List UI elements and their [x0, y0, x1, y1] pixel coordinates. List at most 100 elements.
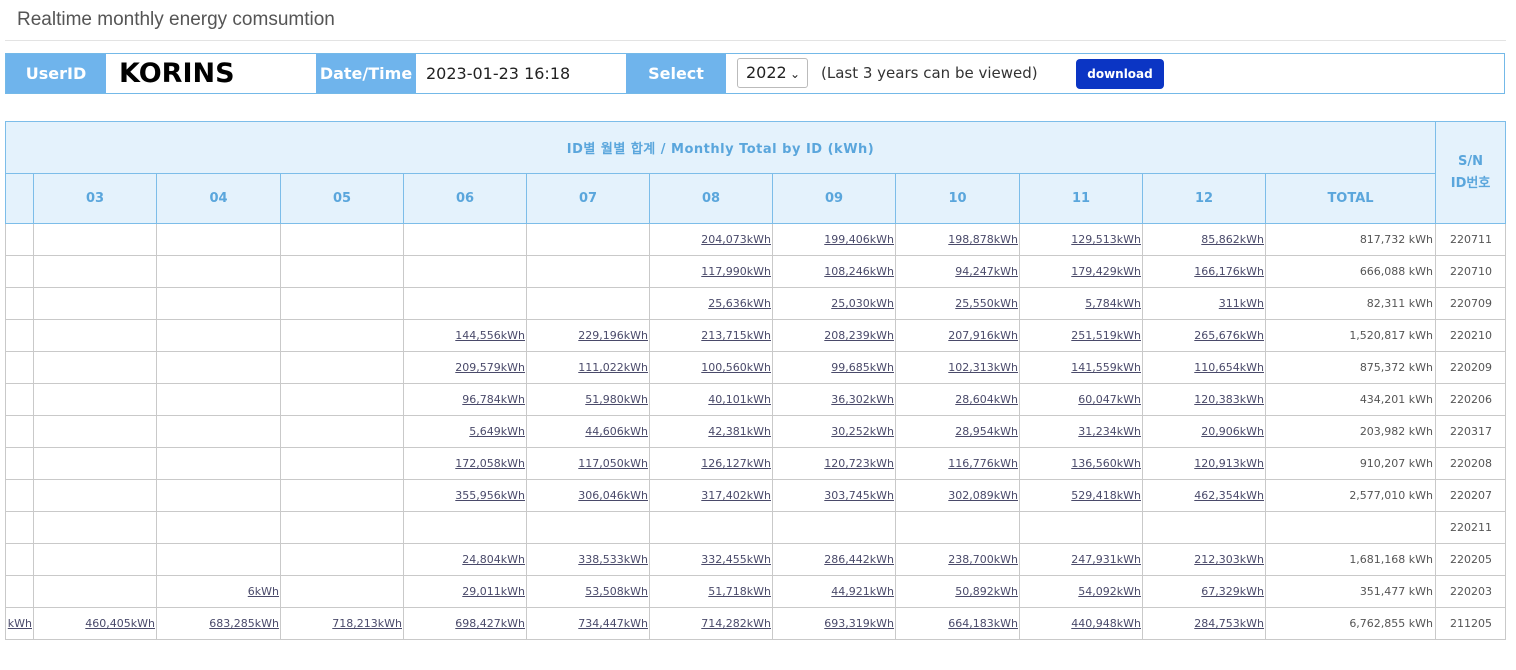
month-cell[interactable]: 306,046kWh: [526, 479, 650, 512]
month-cell[interactable]: 129,513kWh: [1019, 223, 1143, 256]
month-cell[interactable]: 53,508kWh: [526, 575, 650, 608]
month-cell[interactable]: 111,022kWh: [526, 351, 650, 384]
month-value-link[interactable]: 5,649kWh: [469, 425, 525, 438]
month-value-link[interactable]: 25,030kWh: [831, 297, 894, 310]
month-cell[interactable]: 51,980kWh: [526, 383, 650, 416]
month-cell[interactable]: 208,239kWh: [772, 319, 896, 352]
month-cell[interactable]: 229,196kWh: [526, 319, 650, 352]
month-cell[interactable]: 100,560kWh: [649, 351, 773, 384]
month-value-link[interactable]: 693,319kWh: [824, 617, 894, 630]
month-value-link[interactable]: 286,442kWh: [824, 553, 894, 566]
month-cell[interactable]: 25,636kWh: [649, 287, 773, 320]
month-cell[interactable]: 20,906kWh: [1142, 415, 1266, 448]
month-value-link[interactable]: 36,302kWh: [831, 393, 894, 406]
download-button[interactable]: download: [1076, 59, 1164, 89]
month-cell[interactable]: 36,302kWh: [772, 383, 896, 416]
month-value-link[interactable]: 529,418kWh: [1071, 489, 1141, 502]
month-value-link[interactable]: 714,282kWh: [701, 617, 771, 630]
month-cell[interactable]: 24,804kWh: [403, 543, 527, 576]
month-cell[interactable]: 5,784kWh: [1019, 287, 1143, 320]
month-cell[interactable]: 44,606kWh: [526, 415, 650, 448]
month-cell[interactable]: 120,383kWh: [1142, 383, 1266, 416]
month-value-link[interactable]: 99,685kWh: [831, 361, 894, 374]
month-value-link[interactable]: 303,745kWh: [824, 489, 894, 502]
month-value-link[interactable]: 141,559kWh: [1071, 361, 1141, 374]
month-value-link[interactable]: 51,718kWh: [708, 585, 771, 598]
month-value-link[interactable]: 332,455kWh: [701, 553, 771, 566]
month-value-link[interactable]: 117,050kWh: [578, 457, 648, 470]
month-cell[interactable]: 110,654kWh: [1142, 351, 1266, 384]
month-value-link[interactable]: 238,700kWh: [948, 553, 1018, 566]
month-value-link[interactable]: 53,508kWh: [585, 585, 648, 598]
month-cell[interactable]: 117,050kWh: [526, 447, 650, 480]
month-value-link[interactable]: 129,513kWh: [1071, 233, 1141, 246]
month-value-link[interactable]: 338,533kWh: [578, 553, 648, 566]
month-value-link[interactable]: 734,447kWh: [578, 617, 648, 630]
month-value-link[interactable]: 108,246kWh: [824, 265, 894, 278]
month-value-link[interactable]: 144,556kWh: [455, 329, 525, 342]
month-value-link[interactable]: 116,776kWh: [948, 457, 1018, 470]
month-value-link[interactable]: 120,723kWh: [824, 457, 894, 470]
month-cell[interactable]: 332,455kWh: [649, 543, 773, 576]
month-cell[interactable]: 286,442kWh: [772, 543, 896, 576]
month-cell[interactable]: 31,234kWh: [1019, 415, 1143, 448]
month-cell[interactable]: 212,303kWh: [1142, 543, 1266, 576]
month-cell[interactable]: 209,579kWh: [403, 351, 527, 384]
month-value-link[interactable]: 462,354kWh: [1194, 489, 1264, 502]
month-cell[interactable]: 67,329kWh: [1142, 575, 1266, 608]
month-cell[interactable]: 94,247kWh: [895, 255, 1020, 288]
year-select[interactable]: 2022 ⌄: [737, 58, 808, 88]
month-value-link[interactable]: 229,196kWh: [578, 329, 648, 342]
month-cell[interactable]: 6kWh: [156, 575, 281, 608]
month-value-link[interactable]: 265,676kWh: [1194, 329, 1264, 342]
month-value-link[interactable]: 102,313kWh: [948, 361, 1018, 374]
month-value-link[interactable]: 24,804kWh: [462, 553, 525, 566]
month-cell[interactable]: 303,745kWh: [772, 479, 896, 512]
month-cell[interactable]: 25,550kWh: [895, 287, 1020, 320]
month-value-link[interactable]: 40,101kWh: [708, 393, 771, 406]
month-value-link[interactable]: 179,429kWh: [1071, 265, 1141, 278]
month-cell[interactable]: 529,418kWh: [1019, 479, 1143, 512]
month-value-link[interactable]: 30,252kWh: [831, 425, 894, 438]
month-value-link[interactable]: 306,046kWh: [578, 489, 648, 502]
month-cell[interactable]: 116,776kWh: [895, 447, 1020, 480]
month-value-link[interactable]: 718,213kWh: [332, 617, 402, 630]
month-cell[interactable]: 734,447kWh: [526, 607, 650, 640]
month-cell[interactable]: 40,101kWh: [649, 383, 773, 416]
month-value-link[interactable]: 213,715kWh: [701, 329, 771, 342]
month-value-link[interactable]: 31,234kWh: [1078, 425, 1141, 438]
month-value-link[interactable]: 208,239kWh: [824, 329, 894, 342]
month-value-link[interactable]: 111,022kWh: [578, 361, 648, 374]
month-value-link[interactable]: 317,402kWh: [701, 489, 771, 502]
month-value-link[interactable]: 25,550kWh: [955, 297, 1018, 310]
month-cell[interactable]: 166,176kWh: [1142, 255, 1266, 288]
month-cell[interactable]: 693,319kWh: [772, 607, 896, 640]
month-cell[interactable]: 60,047kWh: [1019, 383, 1143, 416]
month-cell[interactable]: 718,213kWh: [280, 607, 404, 640]
month-value-link[interactable]: 355,956kWh: [455, 489, 525, 502]
month-cell[interactable]: 172,058kWh: [403, 447, 527, 480]
month-cell[interactable]: 99,685kWh: [772, 351, 896, 384]
month-cell[interactable]: 120,723kWh: [772, 447, 896, 480]
month-cell[interactable]: 117,990kWh: [649, 255, 773, 288]
month-cell[interactable]: 664,183kWh: [895, 607, 1020, 640]
month-value-link[interactable]: 120,913kWh: [1194, 457, 1264, 470]
month-cell[interactable]: 714,282kWh: [649, 607, 773, 640]
month-value-link[interactable]: 664,183kWh: [948, 617, 1018, 630]
month-value-link[interactable]: 172,058kWh: [455, 457, 525, 470]
month-value-link[interactable]: 6kWh: [247, 585, 279, 598]
month-cell[interactable]: 460,405kWh: [33, 607, 157, 640]
month-cell[interactable]: 51,718kWh: [649, 575, 773, 608]
month-value-link[interactable]: 28,954kWh: [955, 425, 1018, 438]
month-value-link[interactable]: 440,948kWh: [1071, 617, 1141, 630]
month-cell[interactable]: 355,956kWh: [403, 479, 527, 512]
month-cell[interactable]: 102,313kWh: [895, 351, 1020, 384]
month-cell[interactable]: 204,073kWh: [649, 223, 773, 256]
month-value-link[interactable]: 247,931kWh: [1071, 553, 1141, 566]
month-cell[interactable]: 54,092kWh: [1019, 575, 1143, 608]
month-cell[interactable]: 213,715kWh: [649, 319, 773, 352]
month-cell[interactable]: 141,559kWh: [1019, 351, 1143, 384]
month-cell[interactable]: 302,089kWh: [895, 479, 1020, 512]
month-cell[interactable]: 247,931kWh: [1019, 543, 1143, 576]
month-value-link[interactable]: 67,329kWh: [1201, 585, 1264, 598]
